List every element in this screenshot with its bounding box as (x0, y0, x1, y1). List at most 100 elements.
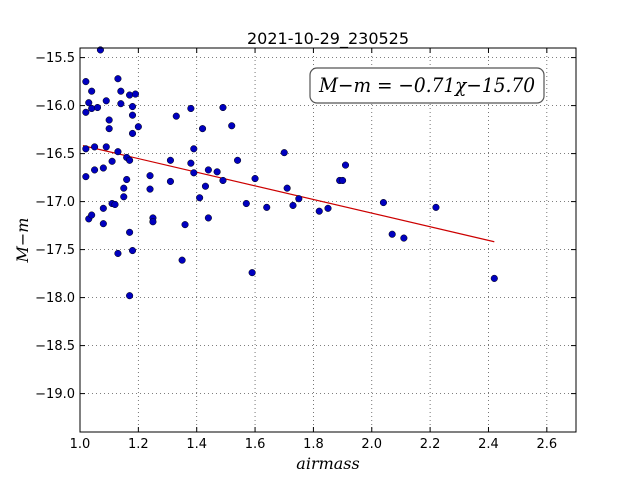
x-tick-label: 2.4 (478, 437, 499, 452)
grid (79, 48, 576, 432)
data-point (283, 184, 291, 192)
x-tick-label: 1.6 (245, 437, 266, 452)
data-point (213, 168, 221, 176)
y-tick-label: −18.0 (35, 291, 75, 306)
data-point (198, 125, 207, 133)
data-point (166, 177, 174, 185)
data-point (178, 256, 186, 264)
plot-area-frame (79, 47, 577, 433)
data-point (228, 122, 236, 130)
x-tick-label: 2.0 (361, 437, 382, 452)
data-point (131, 90, 139, 98)
data-point (126, 156, 134, 164)
data-point (128, 129, 137, 137)
y-tick-label: −16.5 (35, 147, 75, 162)
data-point (126, 91, 134, 99)
y-axis-label: M−m (13, 218, 32, 264)
data-point (102, 97, 110, 105)
data-point (190, 145, 198, 153)
data-point (187, 104, 195, 113)
data-point (134, 123, 142, 131)
y-tick-label: −17.5 (35, 243, 75, 258)
data-point (117, 100, 125, 108)
data-point (263, 203, 271, 211)
fit-line-group (82, 145, 495, 243)
y-tick-label: −17.0 (35, 195, 75, 210)
data-point (102, 143, 110, 151)
data-point (201, 182, 210, 190)
data-point (126, 292, 134, 300)
x-tick-label: 2.2 (420, 437, 441, 452)
fit-equation-box: M−m = −0.71χ−15.70 (309, 67, 545, 104)
x-tick-labels: 1.0 1.2 1.4 1.6 1.8 2.0 2.2 2.4 2.6 (70, 437, 558, 452)
data-point (339, 176, 347, 185)
data-point (88, 211, 96, 219)
data-point (190, 169, 198, 177)
x-axis-label: airmass (296, 454, 359, 473)
y-tick-label: −16.0 (35, 99, 75, 114)
data-point (91, 166, 99, 174)
data-point (114, 75, 122, 83)
data-point (204, 214, 212, 222)
data-point (166, 156, 174, 164)
data-point (82, 145, 90, 153)
data-point (181, 221, 189, 229)
data-point (99, 220, 107, 228)
data-point (490, 274, 498, 282)
data-point (105, 116, 113, 124)
data-point (400, 234, 408, 242)
data-point (315, 207, 323, 215)
data-point (82, 78, 90, 86)
data-points (82, 46, 498, 300)
data-point (88, 87, 96, 95)
data-point (341, 161, 350, 169)
data-point (88, 104, 96, 113)
data-point (108, 157, 116, 165)
fit-equation-box-frame (309, 67, 545, 104)
data-point (219, 103, 227, 112)
data-point (126, 228, 134, 236)
data-point (289, 201, 297, 209)
data-point (324, 204, 332, 212)
y-tick-labels: −15.5 −16.0 −16.5 −17.0 −17.5 −18.0 −18.5 −19.0 (35, 51, 75, 402)
data-point (85, 99, 93, 107)
data-point (242, 199, 250, 208)
axis-ticks (79, 48, 576, 432)
data-point (204, 166, 212, 174)
data-point (196, 194, 204, 202)
x-tick-label: 1.8 (303, 437, 324, 452)
data-point (234, 156, 242, 164)
x-tick-label: 1.4 (186, 437, 207, 452)
data-point (187, 159, 195, 167)
data-point (93, 103, 102, 112)
x-tick-label: 1.2 (128, 437, 149, 452)
y-tick-label: −18.5 (35, 339, 75, 354)
chart-title: 2021-10-29_230525 (247, 29, 409, 49)
data-point (82, 108, 90, 116)
data-point (99, 164, 107, 172)
data-point (149, 218, 157, 226)
data-point (128, 247, 137, 255)
data-point (91, 143, 99, 151)
data-point (99, 204, 107, 212)
data-point (82, 173, 90, 181)
y-tick-label: −15.5 (35, 51, 75, 66)
data-point (120, 184, 128, 192)
data-point (123, 175, 131, 184)
data-point (432, 203, 440, 211)
data-point (114, 148, 122, 156)
data-point (248, 269, 256, 277)
data-point (114, 249, 122, 257)
data-point (219, 176, 227, 185)
fit-equation-text: M−m = −0.71χ−15.70 (318, 73, 535, 97)
data-point (146, 172, 154, 180)
data-point (117, 87, 125, 95)
data-point (128, 103, 137, 111)
data-point (120, 193, 128, 201)
data-point (111, 200, 119, 209)
data-point (172, 112, 180, 120)
data-point (128, 111, 137, 119)
data-point (388, 230, 396, 238)
data-point (251, 175, 259, 183)
